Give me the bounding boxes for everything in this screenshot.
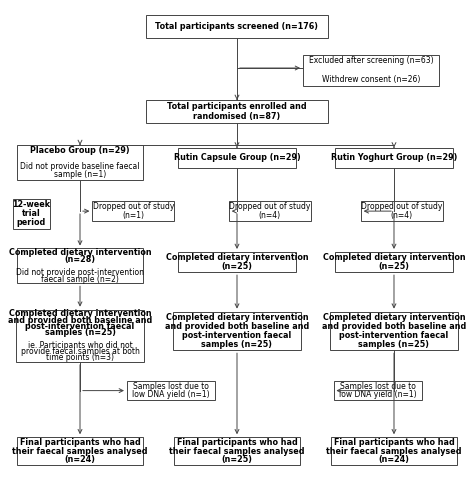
Text: 12-week: 12-week <box>12 200 50 209</box>
Text: their faecal samples analysed: their faecal samples analysed <box>169 447 305 456</box>
Text: (n=24): (n=24) <box>378 455 410 464</box>
FancyBboxPatch shape <box>229 201 311 221</box>
Text: (n=25): (n=25) <box>221 262 253 271</box>
Text: (n=25): (n=25) <box>378 262 410 271</box>
Text: Completed dietary intervention: Completed dietary intervention <box>323 253 465 262</box>
Text: post-intervention faecal: post-intervention faecal <box>26 322 135 331</box>
Text: period: period <box>17 218 46 227</box>
FancyBboxPatch shape <box>18 145 143 180</box>
Text: provide faecal samples at both: provide faecal samples at both <box>20 347 139 356</box>
Text: their faecal samples analysed: their faecal samples analysed <box>12 447 148 456</box>
Text: samples (n=25): samples (n=25) <box>358 340 429 349</box>
FancyBboxPatch shape <box>146 15 328 39</box>
FancyBboxPatch shape <box>13 198 50 229</box>
FancyBboxPatch shape <box>127 381 215 400</box>
Text: Samples lost due to: Samples lost due to <box>133 382 209 391</box>
Text: and provided both baseline and: and provided both baseline and <box>322 322 466 331</box>
Text: (n=1): (n=1) <box>122 211 144 220</box>
Text: Rutin Yoghurt Group (n=29): Rutin Yoghurt Group (n=29) <box>331 153 457 162</box>
Text: ie. Participants who did not: ie. Participants who did not <box>27 341 132 350</box>
Text: (n=4): (n=4) <box>259 211 281 220</box>
Text: Placebo Group (n=29): Placebo Group (n=29) <box>30 146 130 155</box>
Text: Final participants who had: Final participants who had <box>177 438 297 447</box>
Text: samples (n=25): samples (n=25) <box>201 340 273 349</box>
Text: (n=25): (n=25) <box>221 455 253 464</box>
Text: their faecal samples analysed: their faecal samples analysed <box>326 447 462 456</box>
FancyBboxPatch shape <box>18 248 143 284</box>
Text: time points (n=3): time points (n=3) <box>46 353 114 362</box>
FancyBboxPatch shape <box>330 311 458 350</box>
FancyBboxPatch shape <box>174 437 300 465</box>
FancyBboxPatch shape <box>173 311 301 350</box>
Text: Did not provide baseline faecal: Did not provide baseline faecal <box>20 162 140 171</box>
FancyBboxPatch shape <box>146 100 328 123</box>
FancyBboxPatch shape <box>16 309 144 362</box>
Text: Rutin Capsule Group (n=29): Rutin Capsule Group (n=29) <box>173 153 301 162</box>
Text: Dropped out of study: Dropped out of study <box>361 202 442 211</box>
FancyBboxPatch shape <box>178 148 296 168</box>
Text: Final participants who had: Final participants who had <box>334 438 455 447</box>
Text: Completed dietary intervention: Completed dietary intervention <box>9 309 151 318</box>
FancyBboxPatch shape <box>178 252 296 272</box>
Text: randomised (n=87): randomised (n=87) <box>193 112 281 121</box>
Text: Excluded after screening (n=63): Excluded after screening (n=63) <box>309 56 434 65</box>
Text: Did not provide post-intervention: Did not provide post-intervention <box>16 268 144 277</box>
Text: low DNA yield (n=1): low DNA yield (n=1) <box>132 390 210 399</box>
FancyBboxPatch shape <box>331 437 456 465</box>
Text: Dropped out of study: Dropped out of study <box>229 202 310 211</box>
Text: post-intervention faecal: post-intervention faecal <box>339 331 448 340</box>
FancyBboxPatch shape <box>303 54 439 86</box>
Text: Total participants screened (n=176): Total participants screened (n=176) <box>155 22 319 31</box>
Text: Samples lost due to: Samples lost due to <box>340 382 416 391</box>
Text: (n=28): (n=28) <box>64 255 96 264</box>
Text: sample (n=1): sample (n=1) <box>54 170 106 179</box>
Text: Total participants enrolled and: Total participants enrolled and <box>167 102 307 111</box>
Text: Completed dietary intervention: Completed dietary intervention <box>166 253 308 262</box>
Text: and provided both baseline and: and provided both baseline and <box>8 315 152 325</box>
Text: post-intervention faecal: post-intervention faecal <box>182 331 292 340</box>
Text: Completed dietary intervention: Completed dietary intervention <box>9 248 151 257</box>
Text: Completed dietary intervention: Completed dietary intervention <box>166 313 308 322</box>
FancyBboxPatch shape <box>335 148 453 168</box>
FancyBboxPatch shape <box>334 381 422 400</box>
FancyBboxPatch shape <box>18 437 143 465</box>
Text: Final participants who had: Final participants who had <box>19 438 140 447</box>
Text: (n=4): (n=4) <box>391 211 413 220</box>
Text: Dropped out of study: Dropped out of study <box>92 202 174 211</box>
FancyBboxPatch shape <box>361 201 443 221</box>
FancyBboxPatch shape <box>335 252 453 272</box>
Text: faecal sample (n=2): faecal sample (n=2) <box>41 275 119 284</box>
Text: (n=24): (n=24) <box>64 455 96 464</box>
Text: Completed dietary intervention: Completed dietary intervention <box>323 313 465 322</box>
FancyBboxPatch shape <box>92 201 174 221</box>
Text: low DNA yield (n=1): low DNA yield (n=1) <box>339 390 417 399</box>
Text: trial: trial <box>22 209 41 218</box>
Text: Withdrew consent (n=26): Withdrew consent (n=26) <box>322 76 420 85</box>
Text: and provided both baseline and: and provided both baseline and <box>165 322 309 331</box>
Text: samples (n=25): samples (n=25) <box>45 328 116 337</box>
